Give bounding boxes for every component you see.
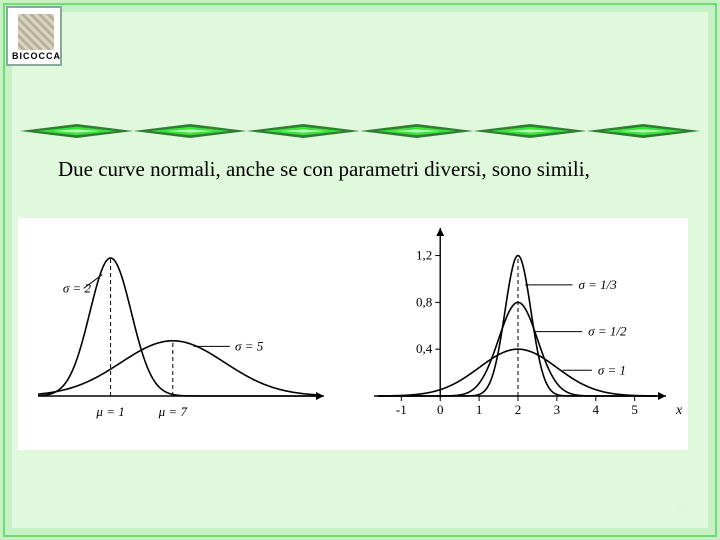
svg-text:3: 3: [554, 402, 561, 417]
decorative-divider: [20, 124, 700, 138]
svg-text:σ = 1: σ = 1: [598, 362, 626, 377]
svg-text:σ = 5: σ = 5: [235, 338, 264, 353]
body-text: Due curve normali, anche se con parametr…: [58, 156, 660, 182]
svg-text:5: 5: [631, 402, 638, 417]
svg-text:1: 1: [476, 402, 483, 417]
svg-text:4: 4: [593, 402, 600, 417]
svg-text:σ = 2: σ = 2: [63, 280, 92, 295]
svg-text:μ = 1: μ = 1: [95, 404, 124, 419]
logo-text: BICOCCA: [12, 50, 56, 62]
svg-text:1,2: 1,2: [416, 248, 432, 263]
svg-text:0,8: 0,8: [416, 294, 432, 309]
chart-panel: σ = 2 μ = 1 σ = 5 μ = 7 -1 0 1 2 3 4 5 x 0,4 0,8 1,2 σ …: [18, 218, 688, 450]
svg-text:0: 0: [437, 402, 444, 417]
svg-text:σ = 1/2: σ = 1/2: [588, 324, 627, 339]
svg-text:x: x: [675, 403, 683, 418]
svg-text:σ = 1/3: σ = 1/3: [578, 277, 617, 292]
svg-text:2: 2: [515, 402, 522, 417]
svg-text:0,4: 0,4: [416, 341, 433, 356]
slide-number: 6: [676, 502, 684, 518]
university-logo: BICOCCA: [6, 6, 62, 66]
svg-text:μ = 7: μ = 7: [158, 404, 188, 419]
logo-emblem: [18, 14, 54, 50]
svg-text:-1: -1: [396, 402, 407, 417]
